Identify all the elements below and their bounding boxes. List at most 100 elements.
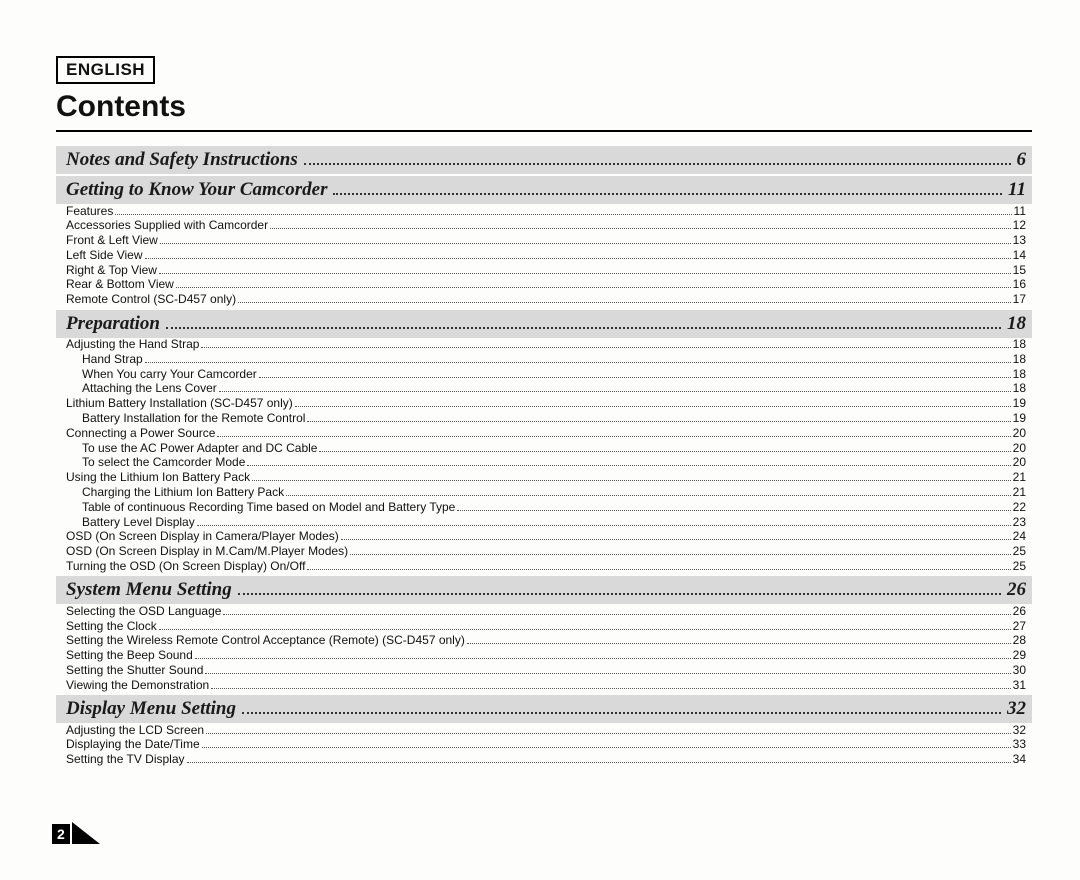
dot-leader [219,391,1011,392]
entry-label: OSD (On Screen Display in Camera/Player … [66,530,339,544]
toc-entry: Lithium Battery Installation (SC-D457 on… [56,397,1032,412]
entry-page: 18 [1013,353,1026,367]
toc-entry: Front & Left View 13 [56,234,1032,249]
language-badge: ENGLISH [56,56,155,84]
toc-entry: Viewing the Demonstration 31 [56,678,1032,693]
manual-page: ENGLISH Contents Notes and Safety Instru… [0,0,1080,808]
dot-leader [159,629,1011,630]
section-page: 11 [1008,179,1026,201]
dot-leader [159,273,1011,274]
toc-entry: Attaching the Lens Cover 18 [56,382,1032,397]
section-page: 26 [1007,579,1026,601]
toc-entry: OSD (On Screen Display in Camera/Player … [56,530,1032,545]
dot-leader [286,495,1011,496]
dot-leader [295,406,1011,407]
section-title: Preparation [66,313,160,335]
dot-leader [319,451,1010,452]
toc-section-heading: Preparation 18 [56,310,1032,338]
toc-section-heading: Getting to Know Your Camcorder 11 [56,176,1032,204]
toc-entry: Charging the Lithium Ion Battery Pack 21 [56,486,1032,501]
entry-page: 31 [1013,679,1026,693]
dot-leader [457,510,1010,511]
entry-label: Battery Installation for the Remote Cont… [82,412,305,426]
toc-section-heading: System Menu Setting 26 [56,576,1032,604]
entry-page: 26 [1013,605,1026,619]
entry-page: 12 [1013,219,1026,233]
dot-leader [217,436,1010,437]
entry-page: 25 [1013,560,1026,574]
entry-label: Rear & Bottom View [66,278,174,292]
section-page: 32 [1007,698,1026,720]
entry-label: When You carry Your Camcorder [82,368,257,382]
entry-page: 19 [1013,397,1026,411]
page-number: 2 [52,824,70,844]
entry-page: 20 [1013,442,1026,456]
entry-label: Setting the Wireless Remote Control Acce… [66,634,465,648]
toc-entry: Selecting the OSD Language 26 [56,604,1032,619]
entry-label: Attaching the Lens Cover [82,382,217,396]
toc-entry: Table of continuous Recording Time based… [56,500,1032,515]
dot-leader [202,747,1011,748]
entry-label: Accessories Supplied with Camcorder [66,219,268,233]
entry-label: Hand Strap [82,353,143,367]
toc-entry: Battery Installation for the Remote Cont… [56,412,1032,427]
entry-page: 22 [1013,501,1026,515]
dot-leader [259,377,1011,378]
entry-label: Turning the OSD (On Screen Display) On/O… [66,560,305,574]
page-title: Contents [56,90,1032,124]
dot-leader [333,193,1002,195]
entry-label: Setting the Beep Sound [66,649,193,663]
entry-label: Adjusting the Hand Strap [66,338,199,352]
section-title: Display Menu Setting [66,698,236,720]
title-rule [56,130,1032,132]
entry-label: Setting the Clock [66,620,157,634]
entry-label: Selecting the OSD Language [66,605,221,619]
entry-page: 20 [1013,456,1026,470]
entry-label: Right & Top View [66,264,157,278]
entry-page: 11 [1014,205,1026,219]
toc-entry: Turning the OSD (On Screen Display) On/O… [56,560,1032,575]
toc-entry: Using the Lithium Ion Battery Pack 21 [56,471,1032,486]
section-page: 18 [1007,313,1026,335]
toc-entry: Connecting a Power Source 20 [56,426,1032,441]
entry-label: Setting the Shutter Sound [66,664,203,678]
toc-entry: Hand Strap 18 [56,352,1032,367]
dot-leader [270,228,1011,229]
dot-leader [206,733,1011,734]
toc-entry: Setting the Shutter Sound 30 [56,664,1032,679]
entry-label: OSD (On Screen Display in M.Cam/M.Player… [66,545,348,559]
dot-leader [307,569,1010,570]
toc-entry: Left Side View 14 [56,248,1032,263]
entry-page: 18 [1013,338,1026,352]
entry-page: 19 [1013,412,1026,426]
dot-leader [223,614,1010,615]
toc-entry: Battery Level Display 23 [56,515,1032,530]
dot-leader [160,243,1011,244]
entry-page: 16 [1013,278,1026,292]
entry-label: Front & Left View [66,234,158,248]
toc-entry: Adjusting the Hand Strap 18 [56,338,1032,353]
toc-entry: To use the AC Power Adapter and DC Cable… [56,441,1032,456]
toc-entry: Setting the TV Display 34 [56,753,1032,768]
toc-entry: Features 11 [56,204,1032,219]
entry-label: Table of continuous Recording Time based… [82,501,455,515]
entry-label: Setting the TV Display [66,753,185,767]
entry-label: Battery Level Display [82,516,195,530]
dot-leader [197,525,1011,526]
entry-page: 18 [1013,368,1026,382]
entry-page: 27 [1013,620,1026,634]
entry-page: 13 [1013,234,1026,248]
dot-leader [304,163,1011,165]
entry-label: Using the Lithium Ion Battery Pack [66,471,250,485]
entry-label: Adjusting the LCD Screen [66,724,204,738]
dot-leader [252,480,1011,481]
entry-page: 24 [1013,530,1026,544]
toc-entry: Accessories Supplied with Camcorder 12 [56,219,1032,234]
toc-entry: Adjusting the LCD Screen 32 [56,723,1032,738]
dot-leader [195,658,1011,659]
dot-leader [166,327,1001,329]
entry-label: Connecting a Power Source [66,427,215,441]
entry-page: 30 [1013,664,1026,678]
dot-leader [350,554,1011,555]
entry-label: Lithium Battery Installation (SC-D457 on… [66,397,293,411]
